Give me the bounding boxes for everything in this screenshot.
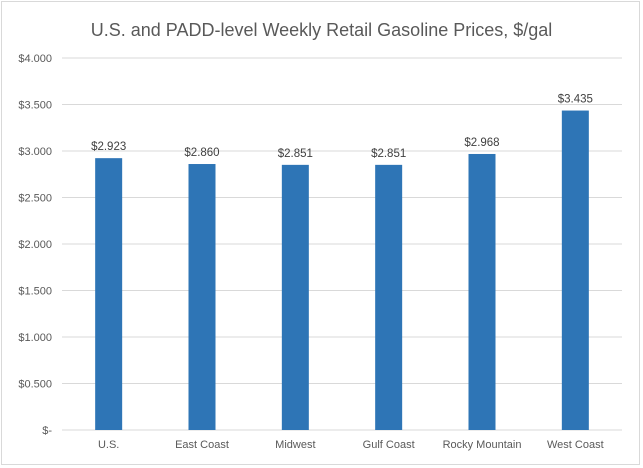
data-label: $2.851 — [371, 148, 406, 160]
x-tick-label: Midwest — [275, 439, 315, 451]
bar — [188, 164, 216, 430]
y-tick-label: $3.000 — [18, 146, 52, 158]
y-tick-label: $2.000 — [18, 239, 52, 251]
y-tick-label: $0.500 — [18, 379, 52, 391]
y-tick-label: $4.000 — [18, 53, 52, 65]
x-tick-label: West Coast — [547, 439, 604, 451]
data-label: $2.968 — [464, 137, 499, 149]
x-tick-label: East Coast — [175, 439, 229, 451]
x-tick-label: Rocky Mountain — [443, 439, 522, 451]
x-tick-label: Gulf Coast — [363, 439, 415, 451]
y-tick-label: $1.000 — [18, 332, 52, 344]
data-label: $2.860 — [184, 147, 219, 159]
chart-title: U.S. and PADD-level Weekly Retail Gasoli… — [90, 20, 553, 40]
bar — [561, 110, 589, 431]
bar — [468, 153, 496, 430]
x-tick-label: U.S. — [98, 439, 119, 451]
data-label: $3.435 — [558, 94, 593, 106]
y-tick-label: $- — [42, 425, 52, 437]
bar — [281, 164, 309, 430]
data-label: $2.923 — [91, 141, 126, 153]
y-tick-label: $3.500 — [18, 100, 52, 112]
data-label: $2.851 — [278, 148, 313, 160]
y-tick-label: $2.500 — [18, 193, 52, 205]
bar — [95, 158, 123, 430]
y-tick-label: $1.500 — [18, 286, 52, 298]
bar — [375, 164, 403, 430]
